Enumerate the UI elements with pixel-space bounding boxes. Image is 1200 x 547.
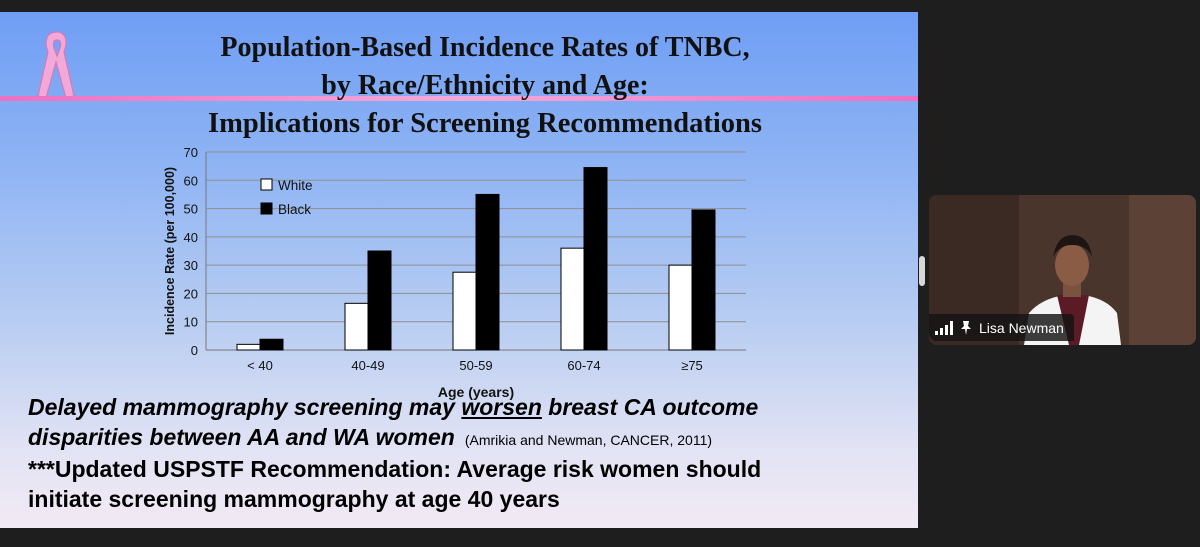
pink-ribbon-icon bbox=[37, 31, 75, 99]
participant-name: Lisa Newman bbox=[979, 319, 1064, 336]
bar-black-3 bbox=[583, 167, 608, 351]
legend-swatch-white bbox=[260, 178, 273, 191]
body-text-line-2-text: disparities between AA and WA women bbox=[28, 424, 455, 450]
participant-name-label: Lisa Newman bbox=[929, 314, 1074, 341]
bar-white-0 bbox=[236, 343, 261, 351]
x-tick-label: ≥75 bbox=[681, 358, 703, 373]
y-tick-label: 0 bbox=[191, 343, 198, 358]
bar-white-4 bbox=[668, 264, 693, 351]
body-text-line-3: ***Updated USPSTF Recommendation: Averag… bbox=[28, 456, 762, 482]
y-tick-label: 30 bbox=[184, 258, 198, 273]
pin-icon bbox=[961, 320, 971, 335]
slide-title-line-3: Implications for Screening Recommendatio… bbox=[208, 108, 762, 139]
bar-black-1 bbox=[367, 250, 392, 351]
bar-black-2 bbox=[475, 193, 500, 351]
bar-white-2 bbox=[452, 271, 477, 351]
y-tick-label: 70 bbox=[184, 145, 198, 160]
x-tick-label: 40-49 bbox=[351, 358, 384, 373]
emphasis-worsen: worsen bbox=[461, 394, 542, 420]
citation: (Amrikia and Newman, CANCER, 2011) bbox=[464, 432, 713, 448]
body-text-line-2: disparities between AA and WA women (Amri… bbox=[28, 424, 712, 451]
bar-white-1 bbox=[344, 302, 369, 351]
x-tick-label: 50-59 bbox=[459, 358, 492, 373]
bar-white-3 bbox=[560, 247, 585, 351]
incidence-bar-chart: 0 10 20 30 40 50 60 70 < 40 40-49 50-59 60-74 ≥75 Age… bbox=[163, 145, 746, 400]
x-tick-label: < 40 bbox=[247, 358, 273, 373]
y-axis-label: Incidence Rate (per 100,000) bbox=[163, 167, 177, 335]
body-text-line-1-pre: Delayed mammography screening may bbox=[28, 394, 462, 420]
pink-divider-bar bbox=[0, 96, 918, 101]
signal-icon bbox=[935, 320, 953, 335]
y-tick-label: 50 bbox=[184, 202, 198, 217]
slide-title-line-1: Population-Based Incidence Rates of TNBC… bbox=[220, 32, 750, 63]
legend-label-black: Black bbox=[278, 202, 311, 217]
x-tick-label: 60-74 bbox=[567, 358, 600, 373]
slide-title-line-2: by Race/Ethnicity and Age: bbox=[321, 70, 649, 101]
legend-swatch-black bbox=[260, 202, 273, 215]
y-tick-label: 20 bbox=[184, 286, 198, 301]
x-axis-label: Age (years) bbox=[438, 384, 514, 400]
panel-resize-handle[interactable] bbox=[919, 256, 925, 286]
body-text-line-1-post: breast CA outcome bbox=[541, 394, 759, 420]
y-tick-label: 10 bbox=[184, 315, 198, 330]
y-tick-label: 40 bbox=[184, 230, 198, 245]
body-text-line-4: initiate screening mammography at age 40… bbox=[28, 486, 560, 512]
y-tick-label: 60 bbox=[184, 173, 198, 188]
bar-black-0 bbox=[259, 338, 284, 351]
legend-label-white: White bbox=[278, 178, 313, 193]
body-text-line-1: Delayed mammography screening may worsen… bbox=[28, 394, 758, 421]
bar-black-4 bbox=[691, 209, 716, 351]
presentation-slide: Population-Based Incidence Rates of TNBC… bbox=[0, 12, 918, 528]
